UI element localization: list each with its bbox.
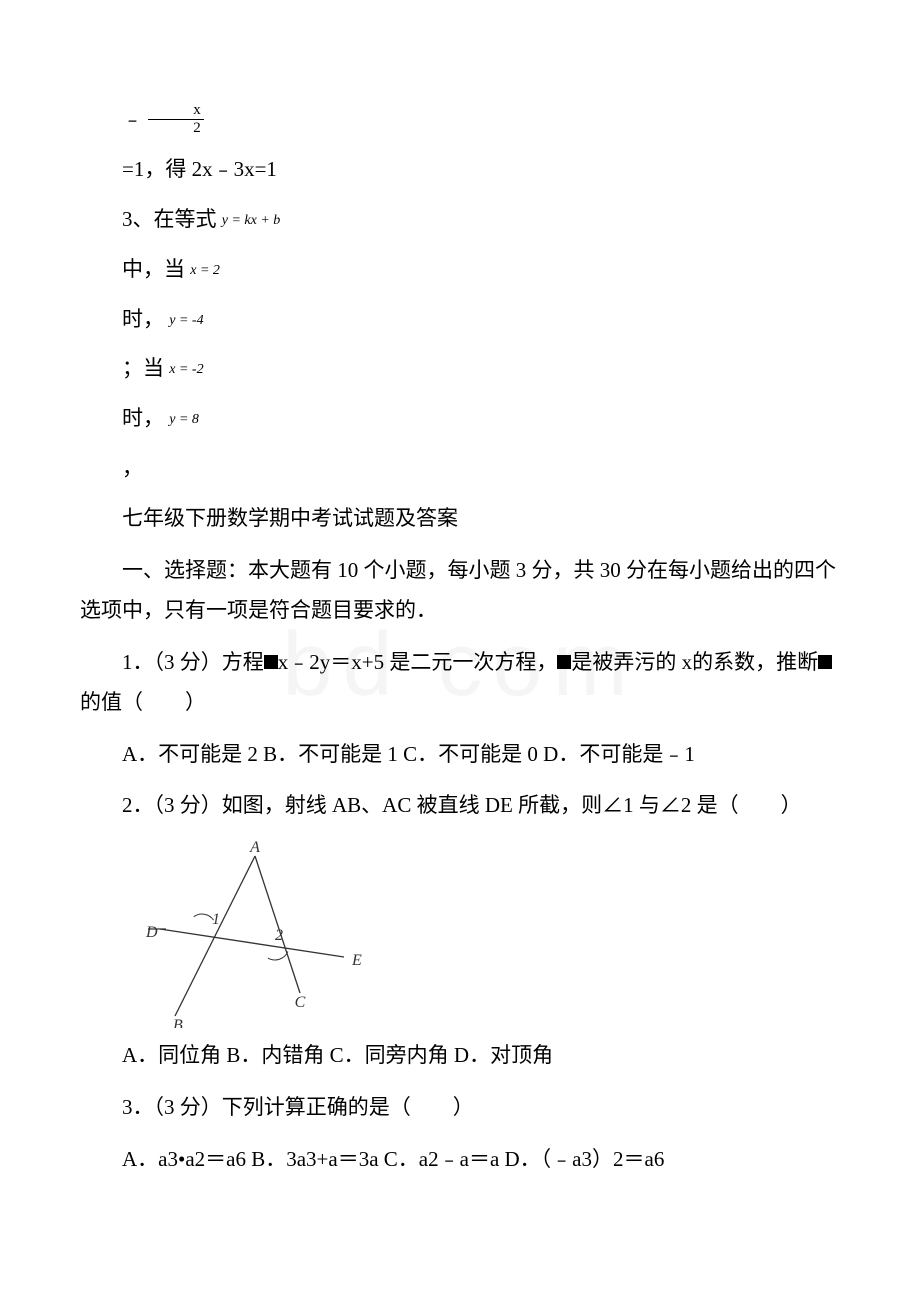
frac-num: x	[148, 102, 204, 120]
svg-text:1: 1	[212, 911, 220, 928]
svg-text:2: 2	[275, 927, 283, 944]
q1-d: 的值（ ）	[80, 690, 206, 714]
line-frac: ﹣ x 2	[80, 100, 840, 140]
section-1: 一、选择题：本大题有 10 个小题，每小题 3 分，共 30 分在每小题给出的四…	[80, 551, 840, 631]
svg-text:B: B	[173, 1017, 183, 1028]
line-3: 3、在等式 y = kx + b	[80, 200, 840, 240]
q1-a: 1．（3 分）方程	[122, 650, 264, 674]
question-3: 3．（3 分）下列计算正确的是（ ）	[80, 1088, 840, 1128]
l5-math: y = -4	[169, 312, 203, 327]
black-square-icon	[557, 655, 571, 669]
svg-text:A: A	[249, 839, 260, 856]
black-square-icon	[264, 655, 278, 669]
svg-text:E: E	[351, 952, 362, 969]
line-6: ；当 x = -2	[80, 349, 840, 389]
line-2: =1，得 2x﹣3x=1	[80, 150, 840, 190]
l4-prefix: 中，当	[122, 257, 185, 281]
question-2-options: A．同位角 B．内错角 C．同旁内角 D．对顶角	[80, 1036, 840, 1076]
question-3-options: A．a3•a2＝a6 B．3a3+a＝3a C．a2﹣a＝a D．（﹣a3）2＝…	[80, 1140, 840, 1180]
l7-math: y = 8	[169, 412, 199, 427]
line-4: 中，当 x = 2	[80, 250, 840, 290]
l4-math: x = 2	[190, 263, 220, 278]
minus-prefix: ﹣	[122, 107, 143, 131]
l5-prefix: 时，	[122, 307, 164, 331]
line-5: 时， y = -4	[80, 300, 840, 340]
frac-den: 2	[148, 120, 204, 137]
l6-prefix: ；当	[122, 356, 164, 380]
question-1: 1．（3 分）方程 x﹣2y＝x+5 是二元一次方程， 是被弄污的 x的系数，推断的…	[80, 643, 840, 723]
l3-math: y = kx + b	[222, 213, 281, 228]
l6-math: x = -2	[169, 362, 203, 377]
black-square-icon	[818, 655, 832, 669]
question-2: 2．（3 分）如图，射线 AB、AC 被直线 DE 所截，则∠1 与∠2 是（ …	[80, 786, 840, 826]
line-7: 时， y = 8	[80, 399, 840, 439]
q1-c: 是被弄污的 x的系数，推断	[571, 650, 818, 674]
line-8: ，	[80, 449, 840, 489]
doc-title: 七年级下册数学期中考试试题及答案	[80, 499, 840, 539]
question-1-options: A．不可能是 2 B．不可能是 1 C．不可能是 0 D．不可能是﹣1	[80, 735, 840, 775]
l7-prefix: 时，	[122, 406, 164, 430]
svg-text:C: C	[295, 994, 306, 1011]
q1-b: x﹣2y＝x+5 是二元一次方程，	[278, 650, 558, 674]
geometry-figure: A B C D E 1 2	[140, 838, 370, 1028]
l3-prefix: 3、在等式	[122, 207, 217, 231]
svg-text:D: D	[145, 924, 158, 941]
fraction: x 2	[148, 102, 204, 136]
